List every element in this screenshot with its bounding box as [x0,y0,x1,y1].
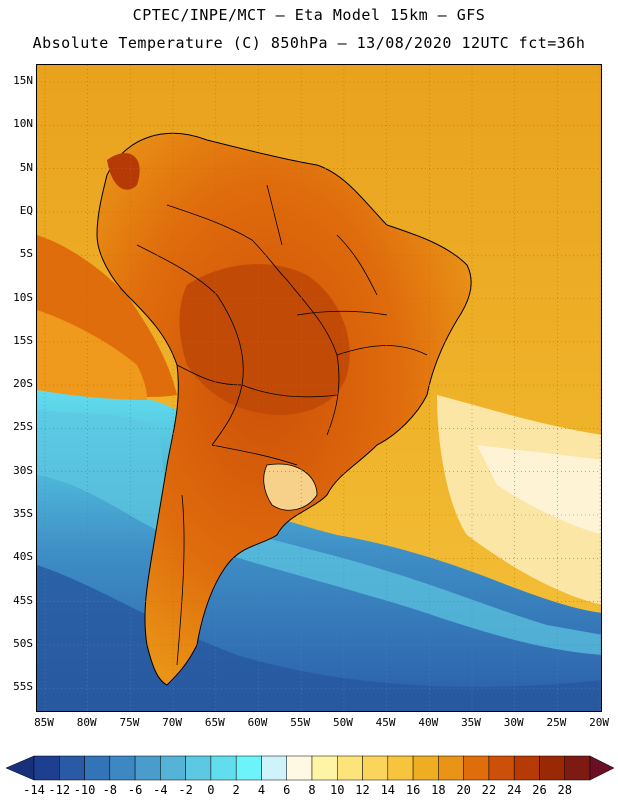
lat-label: EQ [19,203,33,217]
colorbar-swatch [337,755,363,781]
colorbar-swatch [261,755,287,781]
colorbar-swatch [84,755,111,781]
colorbar-label: 26 [532,783,547,797]
lon-label: 45W [375,716,396,729]
colorbar-end-left [5,755,35,781]
lon-label: 75W [119,716,140,729]
lon-label: 65W [204,716,225,729]
lat-label: 50S [13,636,33,650]
colorbar-swatch [412,755,439,781]
colorbar-swatch [539,755,565,781]
lon-label: 40W [418,716,439,729]
colorbar-swatch [109,755,136,781]
colorbar-label: 6 [283,783,291,797]
lat-label: 30S [13,463,33,477]
lon-label: 20W [589,716,610,729]
colorbar-label: -12 [48,783,71,797]
colorbar-swatch [160,755,186,781]
title-line-1: CPTEC/INPE/MCT – Eta Model 15km – GFS [132,6,486,24]
colorbar-label: 0 [207,783,215,797]
lon-label: 85W [34,716,54,729]
lon-label: 60W [247,716,268,729]
colorbar-swatch [210,755,237,781]
colorbar-label: -8 [102,783,118,797]
colorbar-swatch [513,755,540,781]
colorbar-swatch [185,755,212,781]
colorbar-swatch [564,755,591,781]
colorbar-swatch [488,755,515,781]
colorbar-label: 20 [456,783,471,797]
lon-label: 55W [290,716,311,729]
colorbar-swatch [286,755,313,781]
graticule [37,65,601,711]
colorbar-swatch [463,755,490,781]
lat-label: 10N [13,117,33,131]
lon-label: 70W [162,716,183,729]
colorbar-swatch [59,755,85,781]
colorbar-label: -4 [153,783,168,797]
colorbar-label: 12 [355,783,370,797]
colorbar-swatch [134,755,161,781]
lat-label: 35S [13,507,33,520]
lon-label: 80W [76,716,97,729]
colorbar-end-right [589,755,615,781]
temperature-map[interactable] [36,64,602,712]
colorbar-label: 2 [232,783,240,797]
subtropical-pale-band [437,395,601,605]
colorbar-label: -2 [178,783,193,797]
lon-label: 50W [332,716,353,729]
colorbar-label: 28 [557,783,572,797]
colorbar-swatch [235,755,262,781]
lat-label: 15N [13,74,33,87]
colorbar-label: -14 [23,783,45,797]
colorbar-swatch [33,755,60,781]
lat-label: 25S [13,420,33,434]
colorbar-label: 4 [257,783,266,797]
colorbar-label: -10 [73,783,96,797]
lat-label: 55S [13,680,33,694]
lon-label: 35W [461,716,481,729]
colorbar-label: 18 [431,783,446,797]
colorbar-label: 22 [481,783,497,797]
lon-label: 25W [546,716,567,729]
colorbar-swatch [311,755,338,781]
colorbar-swatch [387,755,414,781]
lat-label: 20S [13,377,33,391]
lat-label: 5S [19,247,33,261]
colorbar-label: 8 [308,783,316,797]
colorbar-swatch [438,755,464,781]
colorbar-label: -6 [127,783,143,797]
lat-label: 10S [13,290,33,304]
colorbar-label: 16 [405,783,421,797]
lon-label: 30W [503,716,524,729]
colorbar-label: 10 [330,783,345,797]
lat-label: 40S [13,550,33,564]
country-borders [136,184,428,666]
colorbar-label: 24 [506,783,522,797]
title-line-2: Absolute Temperature (C) 850hPa – 13/08/… [32,34,586,52]
heat-core [179,264,350,415]
colorbar-label: 14 [380,783,396,797]
colorbar [5,755,615,781]
colorbar-swatch [362,755,389,781]
lat-label: 15S [13,333,33,347]
lat-label: 5N [19,160,33,174]
lat-label: 45S [13,593,33,607]
